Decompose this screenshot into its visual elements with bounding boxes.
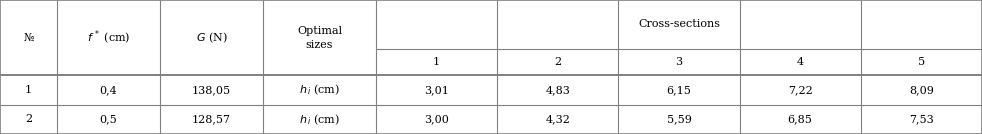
Text: 1: 1: [25, 85, 32, 95]
Text: 7,22: 7,22: [788, 85, 812, 95]
Text: 1: 1: [433, 57, 440, 67]
Text: 128,57: 128,57: [192, 114, 231, 124]
Text: 0,5: 0,5: [99, 114, 117, 124]
Text: 2: 2: [25, 114, 32, 124]
Text: $h_{\,i}$ (cm): $h_{\,i}$ (cm): [299, 83, 340, 97]
Text: 7,53: 7,53: [909, 114, 934, 124]
Text: 3: 3: [676, 57, 682, 67]
Text: 3,01: 3,01: [424, 85, 449, 95]
Text: 4: 4: [796, 57, 803, 67]
Text: $f^{\,*}$ (cm): $f^{\,*}$ (cm): [86, 28, 131, 47]
Text: 6,85: 6,85: [788, 114, 813, 124]
Text: 6,15: 6,15: [667, 85, 691, 95]
Text: 2: 2: [554, 57, 562, 67]
Text: Optimal
sizes: Optimal sizes: [297, 25, 342, 50]
Text: 4,83: 4,83: [545, 85, 571, 95]
Text: $h_{\,i}$ (cm): $h_{\,i}$ (cm): [299, 112, 340, 126]
Text: 8,09: 8,09: [909, 85, 934, 95]
Text: 5: 5: [918, 57, 925, 67]
Text: 4,32: 4,32: [545, 114, 571, 124]
Text: 3,00: 3,00: [424, 114, 449, 124]
Text: Cross-sections: Cross-sections: [638, 19, 720, 29]
Text: 5,59: 5,59: [667, 114, 691, 124]
Text: 138,05: 138,05: [191, 85, 231, 95]
Text: $G$ (N): $G$ (N): [195, 30, 228, 45]
Text: №: №: [24, 33, 33, 42]
Text: 0,4: 0,4: [99, 85, 117, 95]
